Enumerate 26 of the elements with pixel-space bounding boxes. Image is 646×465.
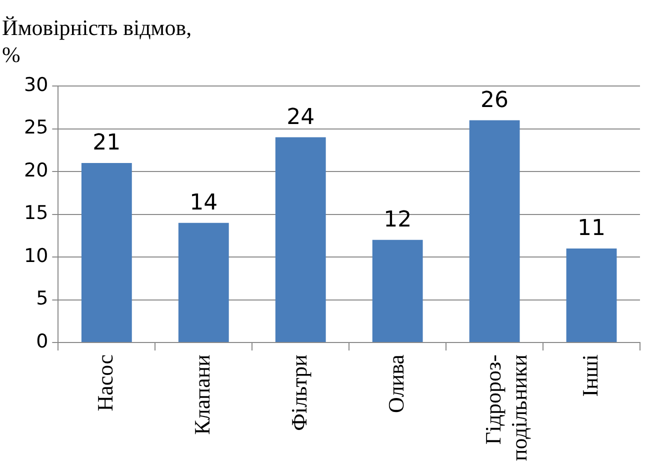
y-tick-label: 5 <box>36 288 48 310</box>
x-tick-label: Насос <box>92 354 118 412</box>
bar <box>566 248 617 342</box>
y-tick-label: 25 <box>24 116 48 139</box>
data-label: 14 <box>190 190 218 216</box>
bar <box>275 137 326 342</box>
bar <box>469 120 520 342</box>
x-tick-label: Олива <box>383 354 408 414</box>
bar <box>178 222 229 342</box>
bar <box>372 240 423 342</box>
y-tick-label: 10 <box>24 244 48 267</box>
bar <box>81 162 132 342</box>
data-label: 26 <box>480 88 509 113</box>
data-label: 21 <box>92 130 121 156</box>
y-tick-label: 15 <box>24 202 48 224</box>
data-label: 12 <box>384 208 412 233</box>
x-tick-label: Інші <box>577 354 602 397</box>
x-tick-label: Фільтри <box>286 354 312 431</box>
data-label: 11 <box>578 216 606 242</box>
data-label: 24 <box>286 105 315 130</box>
x-tick-label: Гідророз-подільники <box>480 354 532 462</box>
y-axis-title: Ймовірність відмов, % <box>2 14 193 68</box>
x-tick-label: Клапани <box>189 354 214 435</box>
y-tick-label: 20 <box>24 159 48 182</box>
y-tick-label: 30 <box>24 74 48 96</box>
y-tick-label: 0 <box>36 330 48 352</box>
